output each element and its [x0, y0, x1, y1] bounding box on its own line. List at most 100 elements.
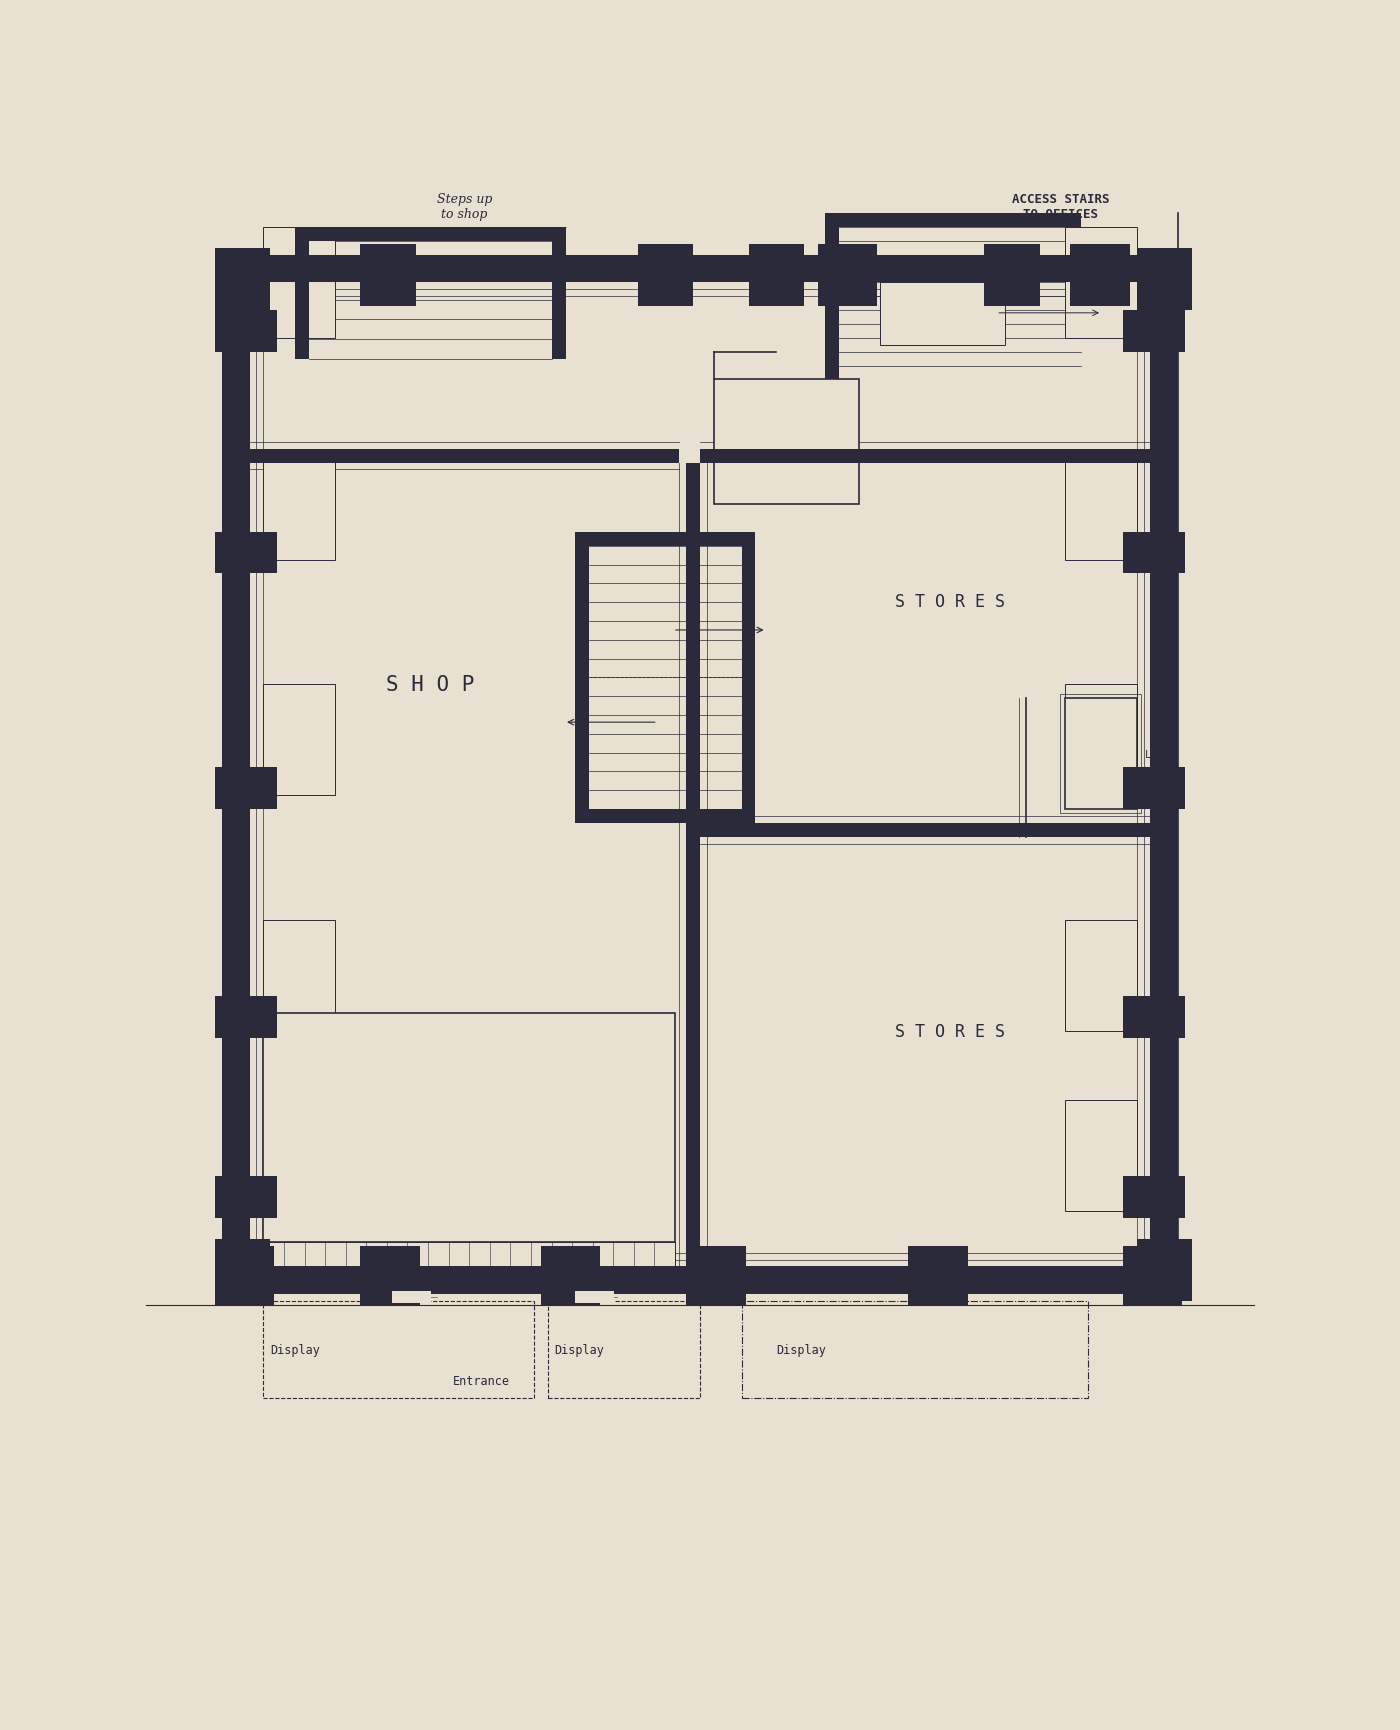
Bar: [263, 1131, 294, 1159]
Bar: [477, 1131, 507, 1159]
Bar: [214, 1239, 270, 1301]
Bar: [385, 1076, 416, 1104]
Bar: [568, 1048, 599, 1076]
Bar: [568, 1159, 599, 1187]
Bar: [249, 450, 679, 464]
Text: Entrance: Entrance: [454, 1374, 510, 1387]
Bar: [385, 1021, 416, 1048]
Bar: [392, 1292, 431, 1303]
Bar: [630, 1214, 659, 1242]
Text: Steps up
to shop: Steps up to shop: [437, 192, 491, 221]
Bar: [547, 1301, 700, 1398]
Bar: [447, 1159, 477, 1187]
Bar: [714, 381, 860, 505]
Bar: [507, 1048, 538, 1076]
Bar: [214, 249, 270, 311]
Bar: [825, 215, 1081, 228]
Bar: [1137, 249, 1191, 311]
Bar: [1070, 244, 1130, 306]
Bar: [1064, 920, 1137, 1031]
Bar: [354, 1021, 385, 1048]
Bar: [568, 1021, 599, 1048]
Bar: [538, 1021, 568, 1048]
Text: Lift: Lift: [1145, 749, 1170, 759]
Bar: [214, 1246, 274, 1306]
Bar: [294, 1048, 325, 1076]
Bar: [385, 1104, 416, 1131]
Bar: [263, 1021, 294, 1048]
Bar: [540, 1246, 601, 1306]
Bar: [575, 533, 756, 547]
Bar: [749, 244, 804, 306]
Bar: [263, 228, 336, 339]
Bar: [630, 1021, 659, 1048]
Bar: [354, 1187, 385, 1214]
Bar: [599, 1214, 630, 1242]
Bar: [568, 1214, 599, 1242]
Bar: [477, 1048, 507, 1076]
Bar: [263, 1104, 294, 1131]
Text: S T O R E S: S T O R E S: [895, 1022, 1005, 1040]
Bar: [686, 1246, 746, 1306]
Text: Display: Display: [270, 1344, 321, 1356]
Bar: [374, 1289, 388, 1306]
Bar: [477, 1187, 507, 1214]
Bar: [1064, 685, 1137, 796]
Bar: [416, 1214, 447, 1242]
Bar: [630, 1104, 659, 1131]
Bar: [263, 1014, 675, 1242]
Bar: [477, 1021, 507, 1048]
Bar: [477, 1104, 507, 1131]
Bar: [416, 1131, 447, 1159]
Bar: [447, 1048, 477, 1076]
Bar: [909, 1246, 967, 1306]
Bar: [507, 1187, 538, 1214]
Bar: [221, 256, 249, 1294]
Bar: [447, 1187, 477, 1214]
Bar: [263, 920, 336, 1031]
Bar: [263, 1159, 294, 1187]
Bar: [568, 1104, 599, 1131]
Bar: [263, 685, 336, 796]
Bar: [630, 1187, 659, 1214]
Bar: [263, 1187, 294, 1214]
Bar: [263, 1076, 294, 1104]
Bar: [325, 1048, 354, 1076]
Bar: [360, 1246, 420, 1306]
Bar: [416, 1104, 447, 1131]
Bar: [325, 1187, 354, 1214]
Bar: [477, 1159, 507, 1187]
Bar: [263, 1214, 294, 1242]
Bar: [354, 1159, 385, 1187]
Bar: [742, 533, 756, 823]
Bar: [294, 1159, 325, 1187]
Bar: [477, 1076, 507, 1104]
Bar: [214, 768, 277, 810]
Bar: [507, 1131, 538, 1159]
Bar: [1064, 228, 1137, 339]
Bar: [447, 1021, 477, 1048]
Bar: [538, 1076, 568, 1104]
Bar: [984, 244, 1040, 306]
Bar: [385, 1214, 416, 1242]
Bar: [1123, 996, 1186, 1038]
Bar: [221, 1266, 1179, 1294]
Bar: [552, 228, 566, 360]
Bar: [416, 1048, 447, 1076]
Bar: [294, 1076, 325, 1104]
Bar: [214, 996, 277, 1038]
Bar: [599, 1131, 630, 1159]
Bar: [214, 1176, 277, 1218]
Bar: [538, 1131, 568, 1159]
Bar: [416, 1021, 447, 1048]
Bar: [416, 1159, 447, 1187]
Bar: [416, 1187, 447, 1214]
Bar: [507, 1021, 538, 1048]
Bar: [1060, 695, 1141, 813]
Bar: [294, 1021, 325, 1048]
Bar: [507, 1159, 538, 1187]
Bar: [559, 1289, 573, 1306]
Bar: [263, 1242, 675, 1266]
Bar: [447, 1131, 477, 1159]
Bar: [447, 1104, 477, 1131]
